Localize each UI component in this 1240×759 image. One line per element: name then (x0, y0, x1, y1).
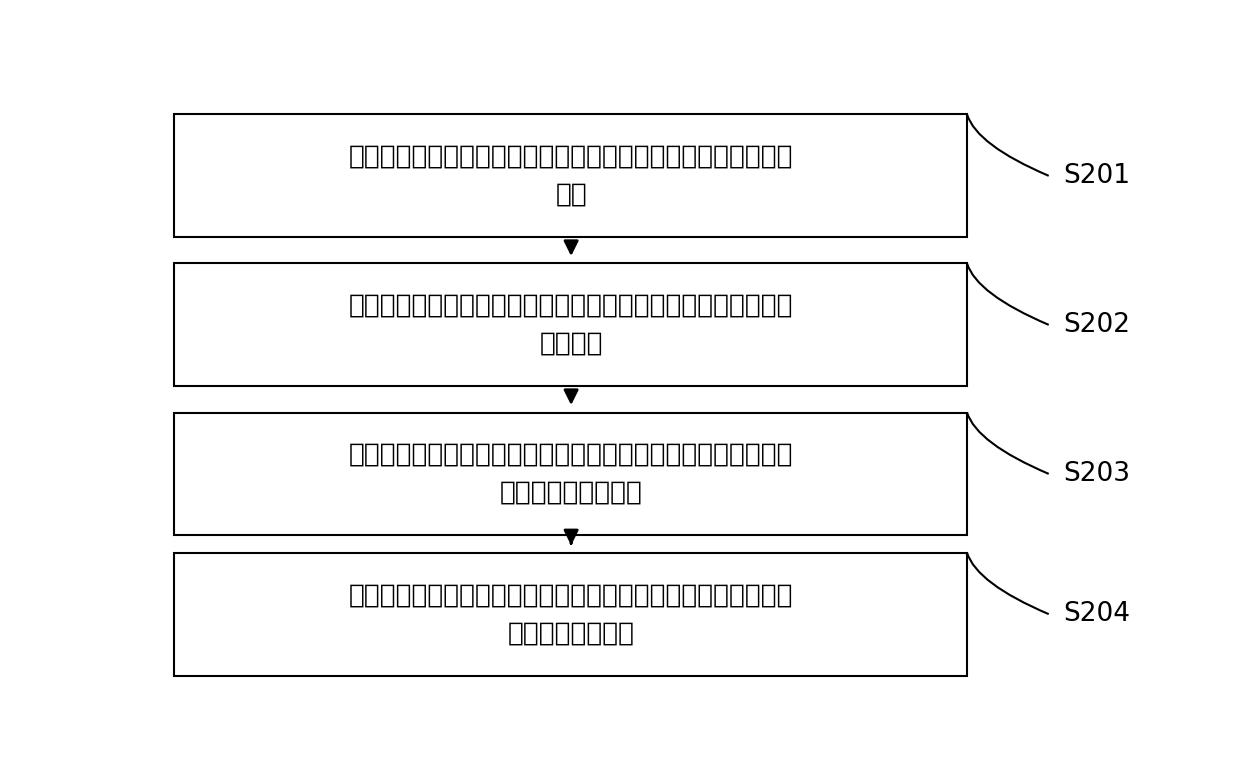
Text: S203: S203 (1063, 461, 1130, 487)
Text: 基于待监控医疗设备的通信接口提取所述待监控医疗设备的工作
参数: 基于待监控医疗设备的通信接口提取所述待监控医疗设备的工作 参数 (348, 143, 794, 208)
Text: 根据所述工作参数确定所述各功能参数对应的各检测项目在预设
时间段内的使用时长: 根据所述工作参数确定所述各功能参数对应的各检测项目在预设 时间段内的使用时长 (348, 442, 794, 506)
Text: S201: S201 (1063, 163, 1130, 189)
Text: S202: S202 (1063, 312, 1130, 338)
Bar (174, 115, 967, 237)
Text: 根据所述工作参数确定所述待监控医疗设备的各检测项目对应的
功能参数: 根据所述工作参数确定所述待监控医疗设备的各检测项目对应的 功能参数 (348, 293, 794, 357)
Bar (174, 263, 967, 386)
Bar (174, 553, 967, 676)
Text: 根据所述各检测项目在预设时间段内的使用时长，对所述待监控
医疗设备进行调配: 根据所述各检测项目在预设时间段内的使用时长，对所述待监控 医疗设备进行调配 (348, 582, 794, 646)
Text: S204: S204 (1063, 601, 1130, 627)
Bar (174, 413, 967, 535)
